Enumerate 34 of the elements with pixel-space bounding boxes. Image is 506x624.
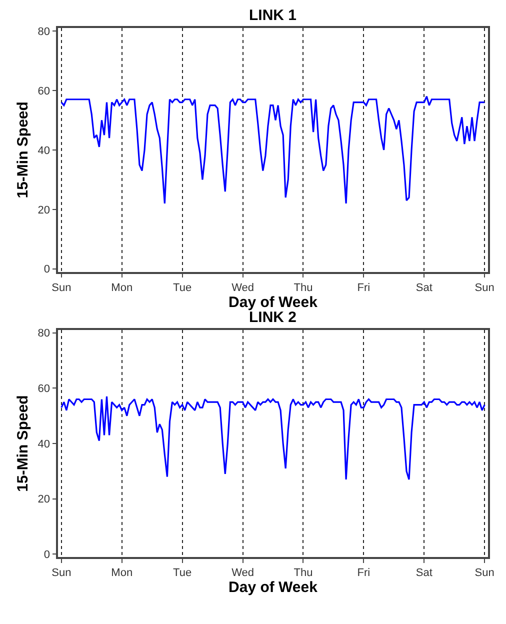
x-tick-label: Thu xyxy=(294,282,313,294)
chart-title: LINK 1 xyxy=(249,7,297,24)
y-tick-label: 40 xyxy=(38,438,50,450)
y-tick-label: 40 xyxy=(38,144,50,157)
y-tick-label: 20 xyxy=(38,204,50,216)
x-axis-title: Day of Week xyxy=(228,294,318,311)
x-tick-label: Tue xyxy=(173,566,192,579)
x-tick-label: Sun xyxy=(52,566,72,579)
x-tick-label: Wed xyxy=(232,566,254,579)
x-tick-label: Wed xyxy=(232,282,254,294)
x-tick-label: Thu xyxy=(294,566,313,579)
x-tick-label: Sun xyxy=(474,566,494,579)
y-axis-title: 15-Min Speed xyxy=(14,102,32,198)
y-tick-label: 80 xyxy=(38,26,50,38)
x-tick-label: Fri xyxy=(357,282,370,294)
x-tick-label: Sat xyxy=(416,282,432,294)
y-tick-label: 0 xyxy=(44,264,50,276)
x-axis-title: Day of Week xyxy=(228,578,318,596)
x-tick-label: Mon xyxy=(111,566,133,579)
line-series xyxy=(60,96,486,204)
y-tick-label: 20 xyxy=(38,494,50,506)
y-tick-label: 60 xyxy=(38,85,50,98)
x-tick-label: Sun xyxy=(474,282,494,294)
x-tick-label: Tue xyxy=(173,282,192,294)
x-tick-label: Sat xyxy=(416,566,432,579)
y-tick-label: 60 xyxy=(38,383,50,396)
x-tick-label: Mon xyxy=(111,282,133,294)
y-tick-label: 80 xyxy=(38,328,50,340)
x-tick-label: Fri xyxy=(357,566,370,579)
y-tick-label: 0 xyxy=(44,549,50,562)
x-tick-label: Sun xyxy=(52,282,72,294)
y-axis-title: 15-Min Speed xyxy=(14,395,32,492)
line-series xyxy=(60,396,486,480)
chart-title: LINK 2 xyxy=(249,309,297,326)
